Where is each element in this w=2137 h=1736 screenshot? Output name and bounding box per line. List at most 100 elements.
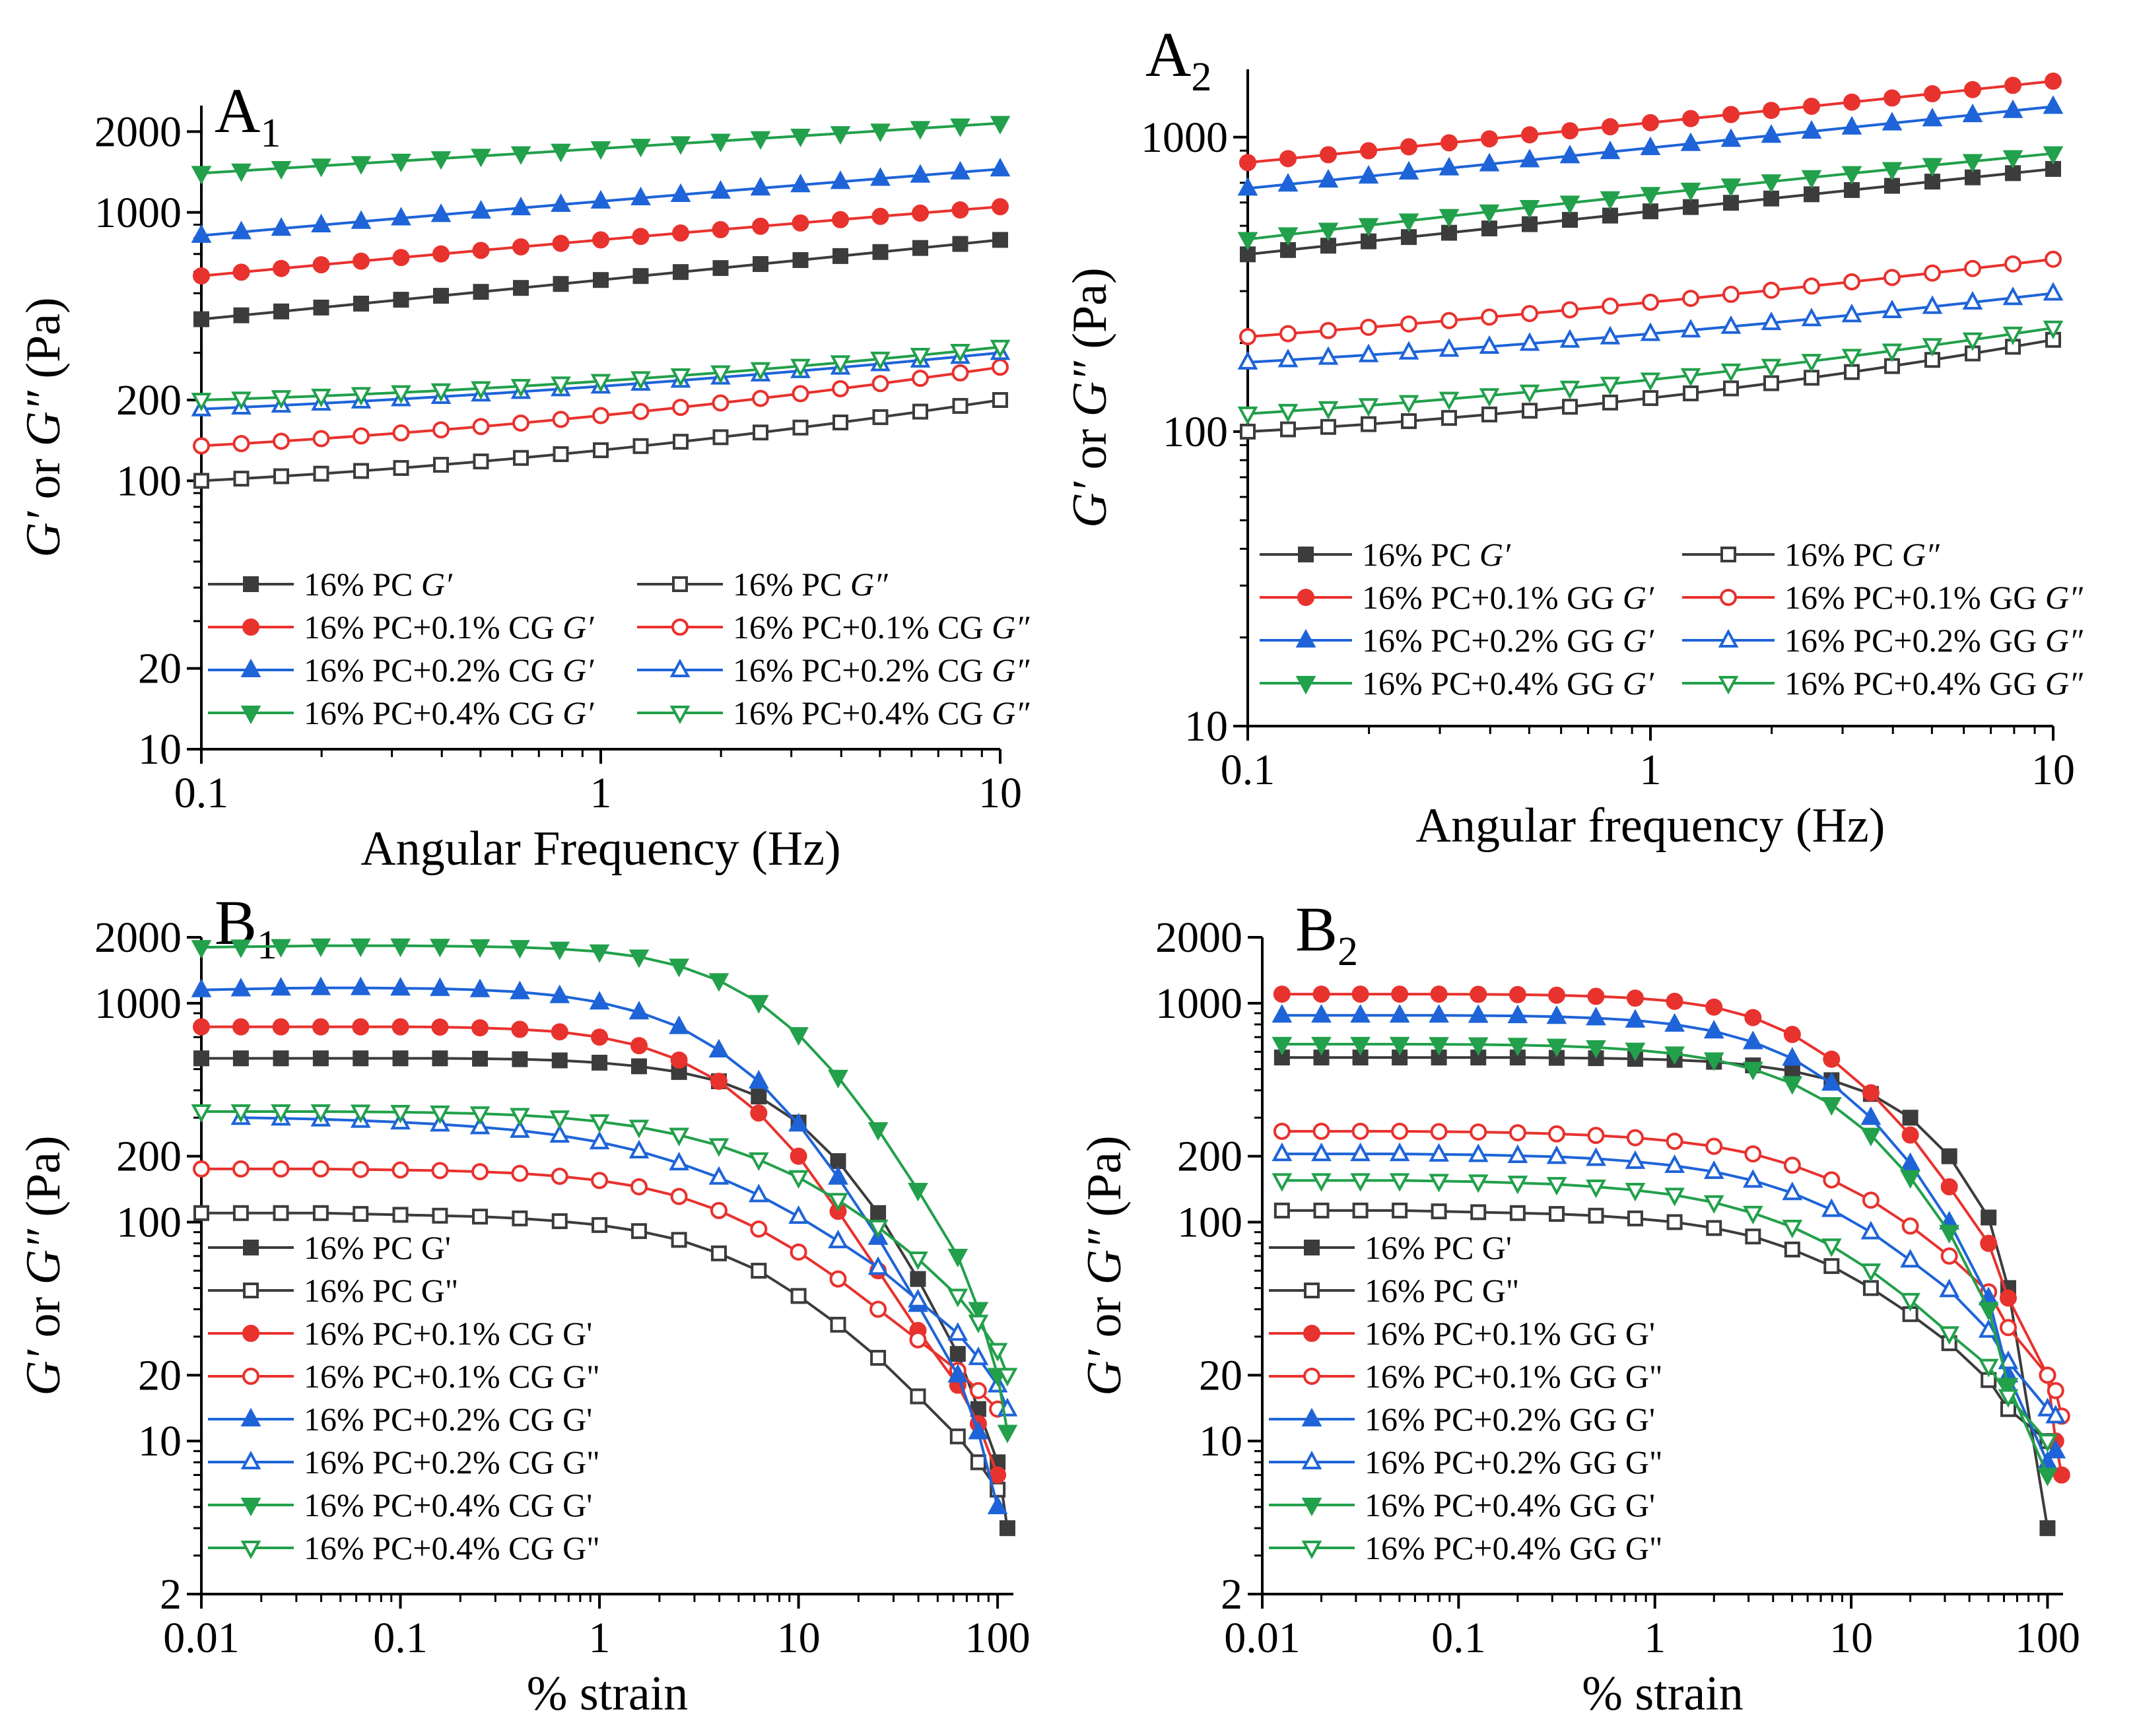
series-8	[191, 1104, 1018, 1387]
data-point	[1311, 1004, 1332, 1023]
data-point	[511, 1020, 529, 1038]
data-point	[1782, 1076, 1803, 1095]
x-tick-label: 0.1	[373, 1614, 428, 1662]
data-point	[673, 434, 689, 450]
data-point	[1358, 218, 1379, 237]
y-tick-label: 10	[1199, 1417, 1242, 1465]
y-tick-label: 10	[138, 1417, 182, 1465]
x-tick-label: 0.01	[163, 1614, 240, 1662]
legend-label: 16% PC+0.2% CG G'	[304, 1401, 592, 1438]
data-point	[353, 252, 370, 270]
data-point	[393, 292, 409, 308]
data-point	[1429, 1143, 1449, 1162]
series-line	[1281, 1152, 2057, 1417]
data-point	[273, 303, 289, 319]
data-point	[832, 380, 849, 397]
y-tick-label: 20	[1199, 1351, 1242, 1399]
data-point	[191, 978, 212, 997]
legend-item: 16% PC G″	[1682, 536, 1940, 573]
data-point	[232, 1205, 249, 1221]
data-point	[433, 457, 449, 473]
data-point	[1763, 190, 1779, 207]
data-point	[430, 939, 450, 958]
data-point	[1273, 1122, 1291, 1140]
data-point	[830, 1153, 846, 1170]
legend-marker	[243, 576, 259, 592]
data-point	[1900, 1249, 1920, 1268]
data-point	[672, 224, 689, 242]
data-point	[969, 1382, 987, 1399]
data-point	[1237, 232, 1258, 251]
data-point	[1273, 985, 1291, 1003]
data-point	[753, 256, 768, 273]
series-7	[1272, 1036, 2058, 1486]
data-point	[1398, 160, 1419, 180]
y-tick-label: 200	[116, 1133, 182, 1181]
data-point	[311, 388, 331, 408]
data-point	[2043, 320, 2064, 339]
legend-item: 16% PC+0.2% GG G"	[1269, 1444, 1662, 1481]
data-point	[992, 358, 1009, 376]
data-point	[1562, 399, 1578, 415]
legend-label: 16% PC+0.1% CG G'	[304, 1315, 592, 1352]
data-point	[1358, 398, 1379, 417]
legend-label: 16% PC+0.2% GG G′	[1362, 622, 1654, 659]
legend-label: 16% PC+0.2% GG G'	[1365, 1401, 1655, 1438]
data-point	[1468, 1174, 1489, 1193]
series-7	[1237, 282, 2064, 370]
data-point	[2002, 286, 2023, 306]
series-4	[193, 1160, 1007, 1418]
legend-label: 16% PC+0.2% CG G"	[304, 1444, 600, 1481]
data-point	[909, 1331, 927, 1349]
data-point	[910, 347, 931, 367]
data-point	[1882, 343, 1903, 362]
data-point	[1720, 363, 1742, 382]
data-point	[992, 198, 1009, 216]
data-point	[1703, 1195, 1724, 1214]
x-tick-label: 0.1	[174, 769, 229, 817]
data-point	[630, 1178, 648, 1195]
data-point	[589, 944, 610, 963]
data-point	[1722, 106, 1740, 123]
data-point	[1626, 1129, 1644, 1147]
data-point	[1900, 1152, 1920, 1171]
data-point	[867, 1122, 889, 1141]
data-point	[751, 1263, 767, 1279]
data-point	[1841, 349, 1862, 368]
data-point	[2037, 1467, 2058, 1486]
data-point	[1998, 1389, 2019, 1408]
data-point	[2004, 255, 2021, 273]
legend-marker	[240, 658, 261, 677]
data-point	[472, 242, 490, 259]
data-point	[549, 1123, 570, 1143]
x-tick-label: 100	[2015, 1614, 2080, 1662]
legend-marker	[669, 706, 691, 725]
data-point	[710, 1201, 728, 1219]
data-point	[510, 940, 530, 959]
legend-item: 16% PC+0.1% CG G″	[637, 609, 1030, 646]
data-point	[193, 473, 209, 489]
data-point	[1272, 1036, 1293, 1056]
data-point	[551, 376, 571, 395]
data-point	[1441, 312, 1458, 329]
data-point	[1782, 1219, 1803, 1239]
x-tick-label: 0.01	[1224, 1614, 1301, 1662]
legend-item: 16% PC+0.4% GG G″	[1682, 665, 2084, 702]
data-point	[2002, 99, 2023, 118]
legend-label: 16% PC+0.4% GG G"	[1365, 1529, 1662, 1566]
data-point	[312, 256, 330, 274]
legend-item: 16% PC+0.2% GG G′	[1260, 622, 1654, 659]
data-point	[1962, 290, 1983, 310]
data-point	[1666, 992, 1683, 1010]
data-point	[712, 429, 729, 446]
data-point	[1981, 1209, 1997, 1226]
series-3	[193, 1018, 1007, 1484]
data-point	[1924, 85, 1941, 103]
data-point	[1940, 1247, 1958, 1265]
data-point	[1680, 368, 1701, 387]
data-point	[272, 1018, 290, 1036]
data-point	[1782, 1182, 1803, 1201]
data-point	[2052, 1466, 2070, 1484]
data-point	[1922, 295, 1943, 314]
data-point	[473, 453, 489, 470]
